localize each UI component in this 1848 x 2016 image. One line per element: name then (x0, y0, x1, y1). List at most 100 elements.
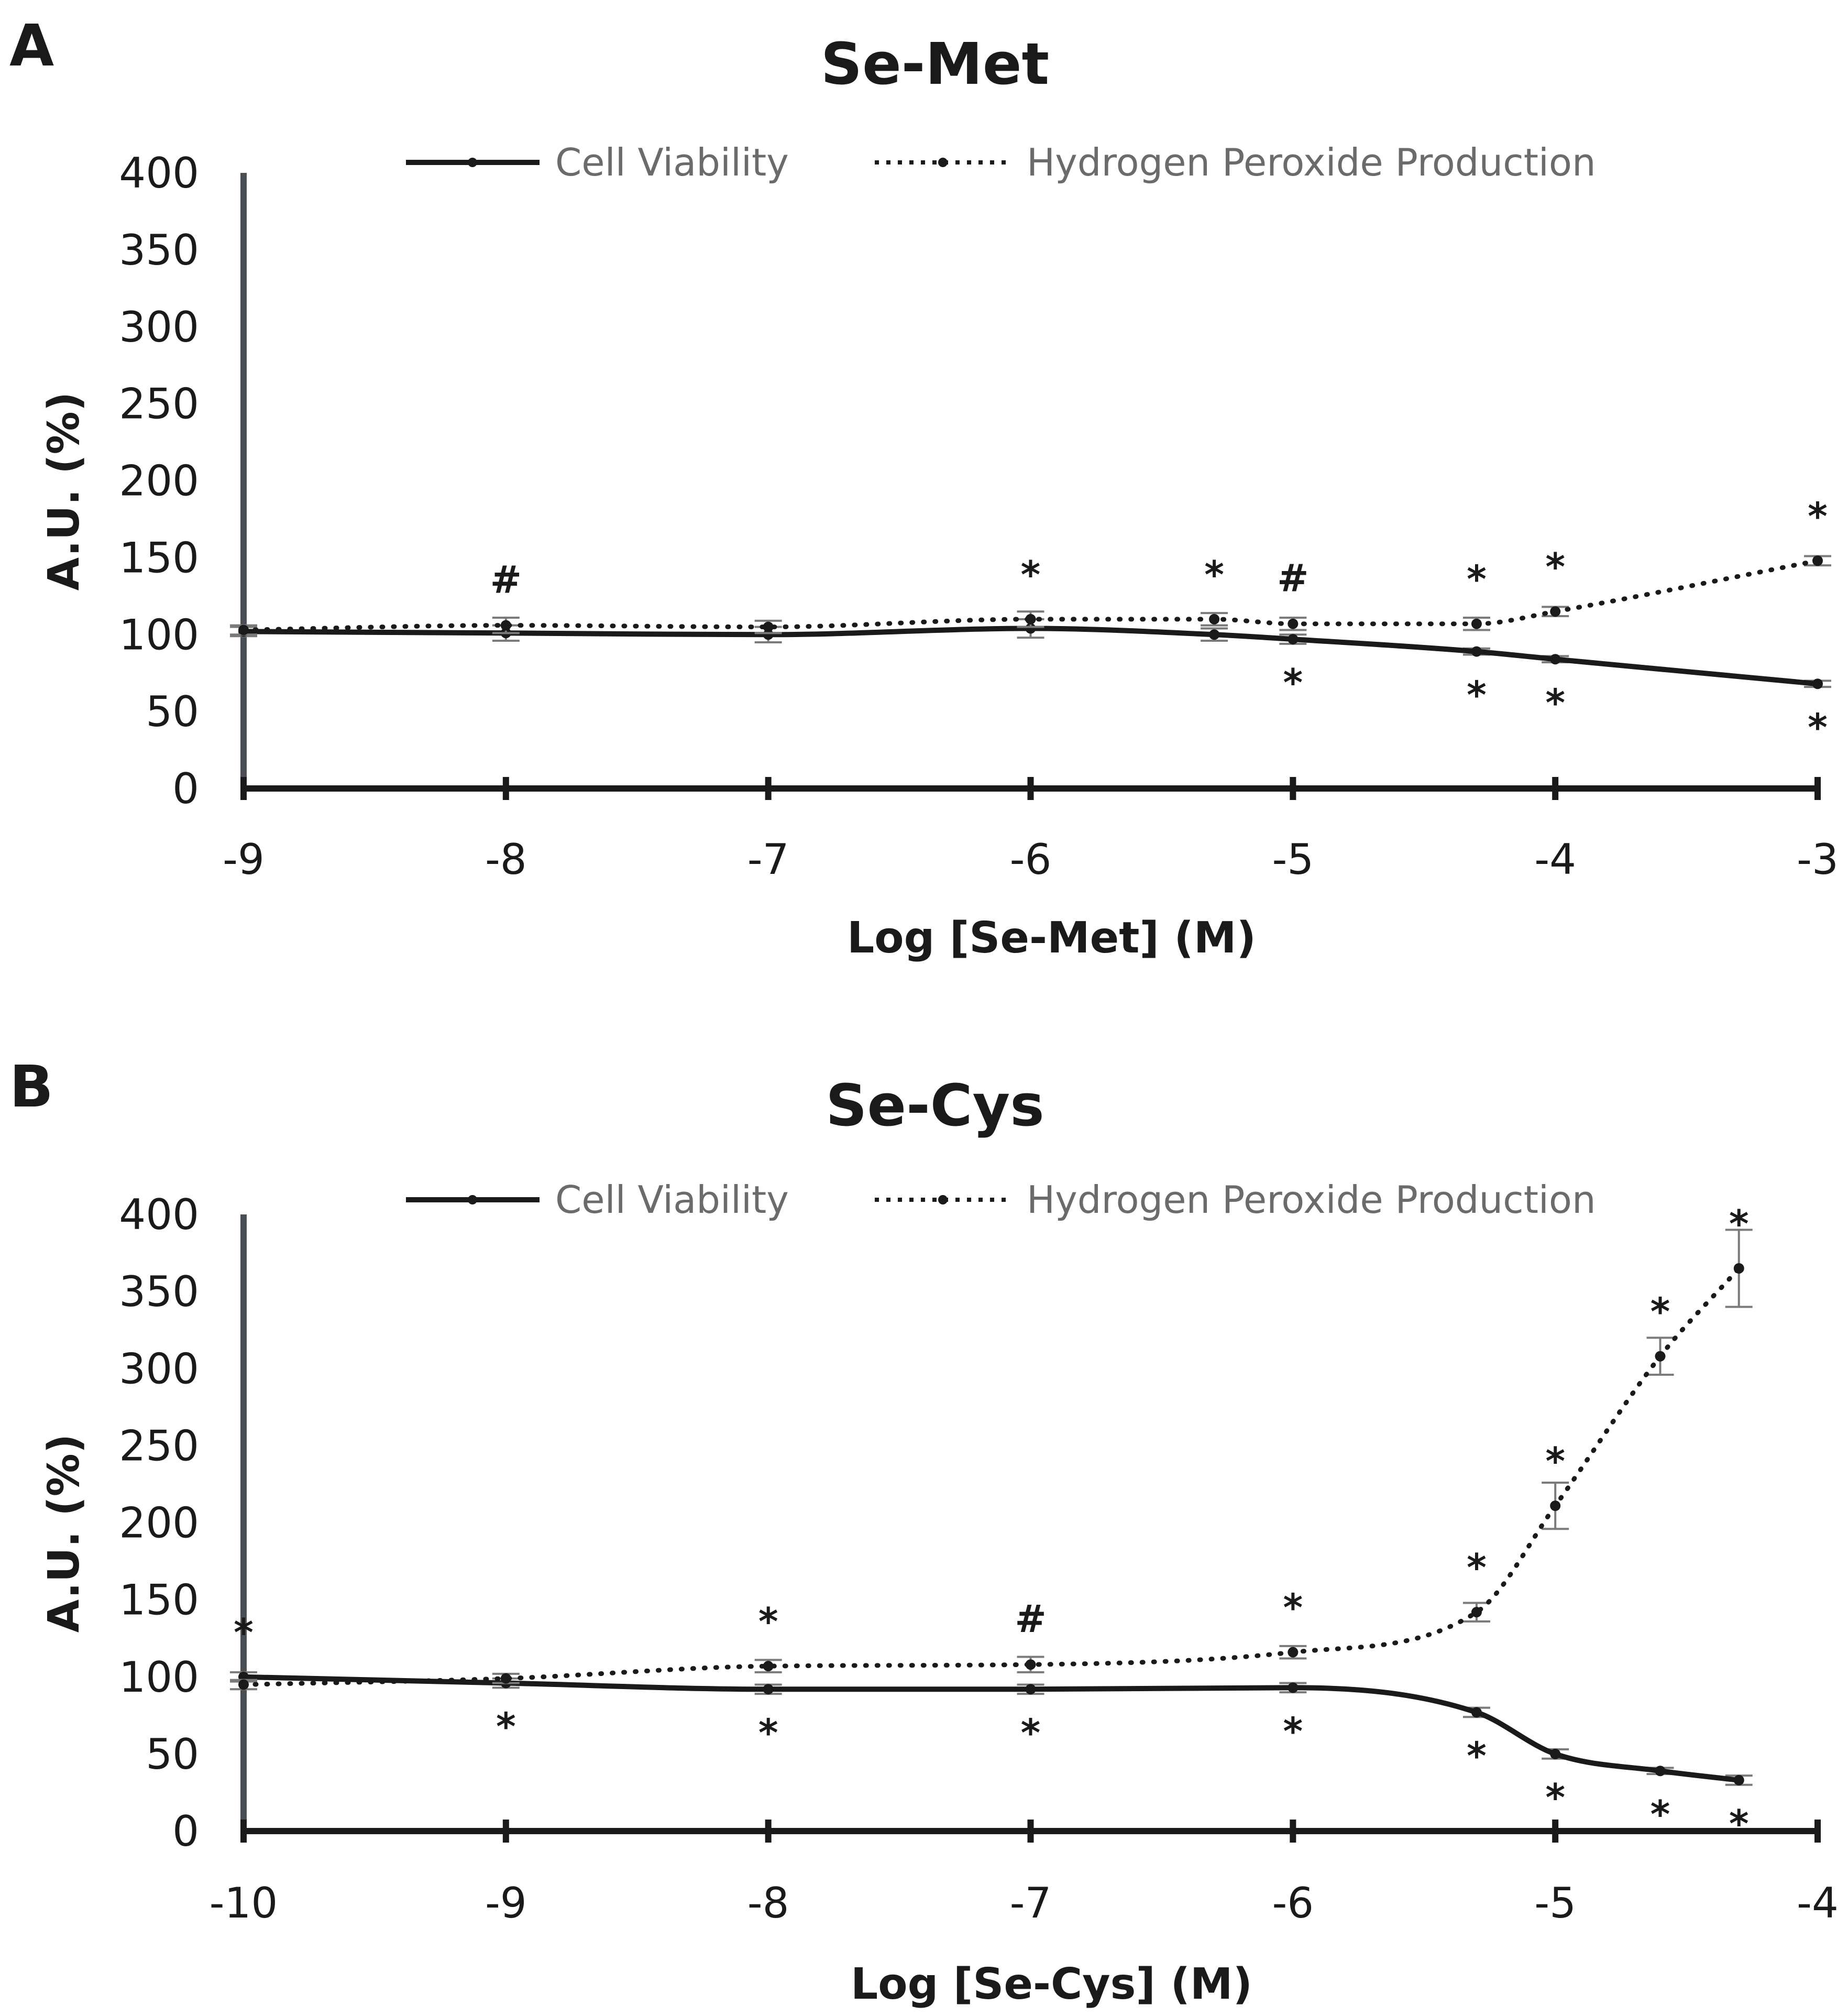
significance-mark: * (1467, 1734, 1487, 1778)
significance-mark: * (1545, 1439, 1565, 1483)
data-point (238, 624, 249, 636)
x-axis-title: Log [Se-Met] (M) (847, 913, 1256, 963)
data-point (1288, 1682, 1299, 1693)
y-tick-label: 0 (172, 764, 199, 813)
chart-panel-b: B Se-Cys 0 50 100 150 200 250 300 350 400 -10 -9 -8 -7… (9, 1053, 1839, 2009)
chart-title: Se-Met (821, 30, 1049, 97)
significance-mark: * (1283, 1709, 1303, 1753)
x-tick-label: -6 (1272, 1879, 1314, 1927)
data-point (763, 621, 774, 632)
y-tick-label: 200 (119, 1499, 199, 1548)
data-point (1025, 1684, 1036, 1695)
data-point (1471, 1607, 1482, 1618)
y-tick-label: 250 (119, 380, 199, 429)
significance-mark: * (1651, 1290, 1670, 1334)
y-tick-label: 100 (119, 610, 199, 659)
legend-marker-cell-viability (468, 1195, 477, 1204)
y-tick-label: 50 (146, 1730, 199, 1779)
x-tick-label: -7 (747, 835, 789, 884)
data-point (1550, 1500, 1561, 1511)
significance-mark: * (1283, 661, 1303, 705)
chart-title: Se-Cys (826, 1072, 1044, 1139)
x-axis-title: Log [Se-Cys] (M) (851, 1959, 1252, 2009)
data-point (763, 1684, 774, 1695)
x-tick-label: -9 (223, 835, 265, 884)
data-point (1733, 1774, 1744, 1785)
y-tick-label: 250 (119, 1421, 199, 1470)
data-point (1025, 613, 1036, 624)
significance-mark: * (1467, 673, 1487, 717)
panel-letter: A (9, 12, 54, 79)
significance-mark: * (1467, 557, 1487, 601)
x-tick-label: -5 (1534, 1879, 1576, 1927)
data-point (1550, 606, 1561, 617)
series-hydrogen-peroxide (230, 1229, 1753, 1691)
significance-mark: * (1808, 705, 1828, 749)
significance-mark: * (1283, 1586, 1303, 1630)
significance-mark: * (1651, 1792, 1670, 1836)
y-tick-label: 200 (119, 457, 199, 506)
legend-label-hydrogen-peroxide: Hydrogen Peroxide Production (1027, 140, 1596, 184)
data-point (1471, 618, 1482, 629)
significance-mark: * (1808, 494, 1828, 538)
legend-marker-hydrogen-peroxide (938, 158, 948, 167)
significance-mark: # (1277, 556, 1308, 600)
x-tick-label: -3 (1797, 835, 1839, 884)
legend: Cell Viability Hydrogen Peroxide Producti… (406, 140, 1596, 184)
significance-mark: * (496, 1705, 516, 1749)
legend: Cell Viability Hydrogen Peroxide Producti… (406, 1178, 1596, 1222)
x-tick-label: -8 (747, 1879, 789, 1927)
y-tick-label: 400 (119, 149, 199, 198)
series-cell-viability (230, 618, 1831, 689)
significance-mark: # (490, 558, 522, 602)
chart-panel-a: A Se-Met 0 50 100 150 200 250 300 350 400 -9 -8 -7 -6 -… (9, 12, 1839, 963)
y-tick-label: 150 (119, 533, 199, 582)
data-point (1288, 618, 1299, 629)
series-line (241, 1674, 1742, 1783)
data-point (1471, 646, 1482, 657)
y-tick-label: 350 (119, 1267, 199, 1316)
significance-mark: # (1015, 1597, 1046, 1641)
significance-mark: * (1545, 1776, 1565, 1820)
data-point (238, 1679, 249, 1690)
x-tick-label: -10 (210, 1879, 278, 1927)
x-tick-label: -6 (1010, 835, 1052, 884)
significance-mark: * (1729, 1202, 1749, 1246)
significance-mark: * (1545, 545, 1565, 589)
series-hydrogen-peroxide (230, 555, 1831, 636)
data-point (1550, 654, 1561, 665)
x-tick-label: -9 (485, 1879, 527, 1927)
data-point (763, 629, 774, 640)
significance-mark: * (1545, 681, 1565, 725)
data-point (1655, 1351, 1666, 1362)
significance-mark: * (1021, 1711, 1041, 1755)
data-point (1655, 1766, 1666, 1777)
y-tick-label: 50 (146, 687, 199, 736)
y-tick-label: 300 (119, 303, 199, 352)
significance-mark: * (1021, 553, 1041, 597)
data-point (1550, 1748, 1561, 1759)
x-tick-label: -5 (1272, 835, 1314, 884)
series-line (241, 626, 1820, 687)
y-axis-title: A.U. (%) (39, 392, 89, 591)
y-tick-label: 300 (119, 1344, 199, 1393)
significance-mark: * (1729, 1802, 1749, 1846)
x-tick-label: -4 (1797, 1879, 1839, 1927)
series-cell-viability (230, 1671, 1753, 1786)
data-point (1471, 1707, 1482, 1718)
significance-mark: * (1467, 1546, 1487, 1590)
panel-letter: B (9, 1053, 53, 1120)
data-point (1812, 555, 1823, 566)
y-axis-title: A.U. (%) (39, 1434, 89, 1633)
data-point (500, 1673, 511, 1684)
legend-label-cell-viability: Cell Viability (555, 1178, 789, 1222)
significance-mark: * (234, 1610, 254, 1655)
series-line (241, 1266, 1742, 1687)
y-tick-label: 350 (119, 226, 199, 275)
significance-mark: * (758, 1711, 778, 1755)
data-point (1733, 1263, 1744, 1274)
data-point (1025, 1659, 1036, 1670)
data-point (763, 1661, 774, 1672)
data-point (1209, 613, 1220, 624)
